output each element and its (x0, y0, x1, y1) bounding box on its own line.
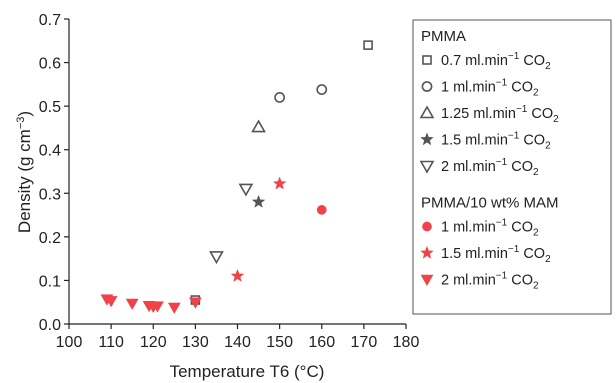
data-point-star-g1-s1-p1 (272, 176, 287, 190)
y-tick-label: 0.0 (39, 317, 61, 334)
legend-group-title: PMMA/10 wt% MAM (421, 195, 559, 212)
y-tick-label: 0.1 (39, 273, 61, 290)
data-point-square-g0-s0-p1 (363, 40, 373, 50)
legend-marker-circle (422, 221, 432, 232)
x-tick-label: 100 (56, 334, 83, 351)
legend-entry-label: 1 ml.min−1 CO2 (441, 78, 539, 99)
legend-entry-label: 1 ml.min−1 CO2 (441, 218, 539, 239)
legend-marker-star (420, 245, 434, 259)
y-axis-label: Density (g cm−3) (15, 111, 34, 233)
x-tick-label: 110 (98, 334, 124, 351)
data-point-triangle-down-g1-s2-p7 (188, 297, 202, 309)
data-point-star-g0-s3-p0 (251, 194, 266, 208)
data-point-triangle-down-g0-s4-p0 (209, 251, 224, 265)
data-point-triangle-down-g0-s4-p1 (238, 183, 254, 197)
legend-box (412, 19, 612, 315)
y-tick-label: 0.6 (39, 56, 61, 73)
legend-marker-triangle-down (420, 274, 434, 287)
x-tick-label: 160 (308, 334, 335, 351)
data-point-triangle-down-g1-s2-p2 (125, 298, 139, 311)
x-tick-label: 140 (224, 334, 251, 351)
data-point-triangle-down-g1-s2-p1 (104, 296, 118, 308)
y-axis-label-end: ) (15, 111, 34, 117)
x-tick-label: 150 (266, 334, 293, 351)
legend-marker-circle (421, 81, 433, 92)
y-tick-label: 0.7 (39, 12, 61, 29)
legend-entry-label: 1.5 ml.min−1 CO2 (441, 244, 551, 265)
legend-entry-label: 2 ml.min−1 CO2 (441, 271, 539, 292)
x-axis-label: Temperature T6 (°C) (170, 362, 325, 381)
legend-entry-label: 1.25 ml.min−1 CO2 (441, 104, 559, 125)
legend-marker-triangle-down (419, 160, 435, 174)
legend-entry-label: 1.5 ml.min−1 CO2 (441, 131, 551, 152)
x-tick-label: 120 (140, 334, 167, 351)
x-tick-label: 180 (393, 334, 420, 351)
data-point-circle-g0-s1-p0 (274, 92, 286, 103)
legend-marker-triangle-up (419, 105, 435, 119)
y-axis-label-sup: −3 (15, 117, 27, 130)
legend-marker-square (422, 55, 432, 65)
y-tick-label: 0.5 (39, 99, 61, 116)
data-point-triangle-down-g1-s2-p6 (167, 302, 181, 314)
data-point-triangle-up-g0-s2-p0 (251, 119, 266, 133)
legend-group-title: PMMA (421, 28, 466, 45)
plot-markers (100, 40, 373, 314)
legend: PMMA 0.7 ml.min−1 CO2 1 ml.min−1 CO2 1.25 m… (412, 19, 612, 315)
x-tick-label: 170 (351, 334, 378, 351)
ticks: 100 110 120 130 140 150 160 170 180 0.0 0.1 0.2 0.3 0… (39, 12, 420, 351)
y-tick-label: 0.4 (39, 143, 61, 160)
y-tick-label: 0.3 (39, 186, 61, 203)
data-point-circle-g1-s0-p0 (316, 204, 327, 215)
x-tick-label: 130 (182, 334, 209, 351)
legend-entry-label: 0.7 ml.min−1 CO2 (441, 51, 551, 72)
y-tick-label: 0.2 (39, 230, 61, 247)
legend-marker-star (420, 132, 434, 146)
data-point-star-g1-s1-p0 (230, 268, 245, 282)
data-point-triangle-down-g1-s2-p5 (151, 301, 164, 313)
y-axis-label-main: Density (g cm (15, 129, 34, 233)
data-point-circle-g0-s1-p1 (316, 84, 328, 95)
legend-entry-label: 2 ml.min−1 CO2 (441, 157, 539, 178)
